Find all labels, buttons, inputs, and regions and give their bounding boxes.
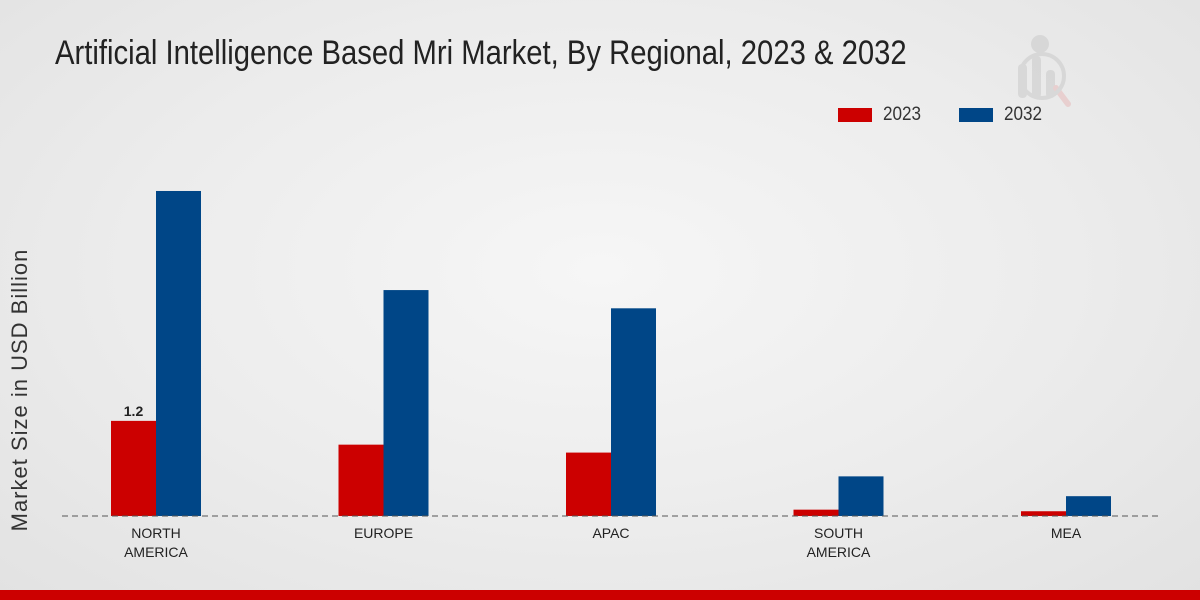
x-tick-label-mea: MEA (1051, 525, 1082, 541)
bar-europe-2023 (338, 444, 384, 516)
bottom-accent-bar (0, 590, 1200, 600)
chart-title: Artificial Intelligence Based Mri Market… (55, 34, 907, 72)
bar-mea-2023 (1021, 511, 1066, 516)
x-tick-label-south-america: SOUTH AMERICA (807, 525, 871, 560)
bars-group (111, 190, 1111, 516)
legend-item-2023: 2023 (838, 104, 925, 126)
bar-apac-2023 (566, 452, 611, 516)
legend-item-2032: 2032 (959, 104, 1046, 126)
legend-swatch-2023 (838, 108, 872, 122)
x-tick-labels: NORTH AMERICA EUROPE APAC SOUTH AMERICA MEA (124, 525, 1082, 560)
x-tick-label-europe: EUROPE (354, 525, 413, 541)
bar-apac-2032 (611, 308, 656, 516)
data-labels: 1.2 (124, 403, 144, 419)
bar-europe-2032 (383, 290, 429, 516)
legend: 2023 2032 (838, 104, 1081, 126)
x-tick-label-north-america: NORTH AMERICA (124, 525, 188, 560)
watermark-logo-icon (1018, 35, 1071, 107)
bar-south-america-2023 (793, 509, 839, 516)
bar-north-america-2023 (111, 420, 156, 516)
legend-label-2032: 2032 (1004, 104, 1043, 125)
data-label-0: 1.2 (124, 403, 144, 419)
x-tick-label-apac: APAC (592, 525, 629, 541)
legend-label-2023: 2023 (883, 104, 922, 125)
y-axis-label: Market Size in USD Billion (7, 249, 32, 532)
bar-south-america-2032 (838, 476, 884, 516)
bar-mea-2032 (1066, 496, 1111, 516)
legend-swatch-2032 (959, 108, 994, 122)
bar-north-america-2032 (156, 190, 201, 516)
